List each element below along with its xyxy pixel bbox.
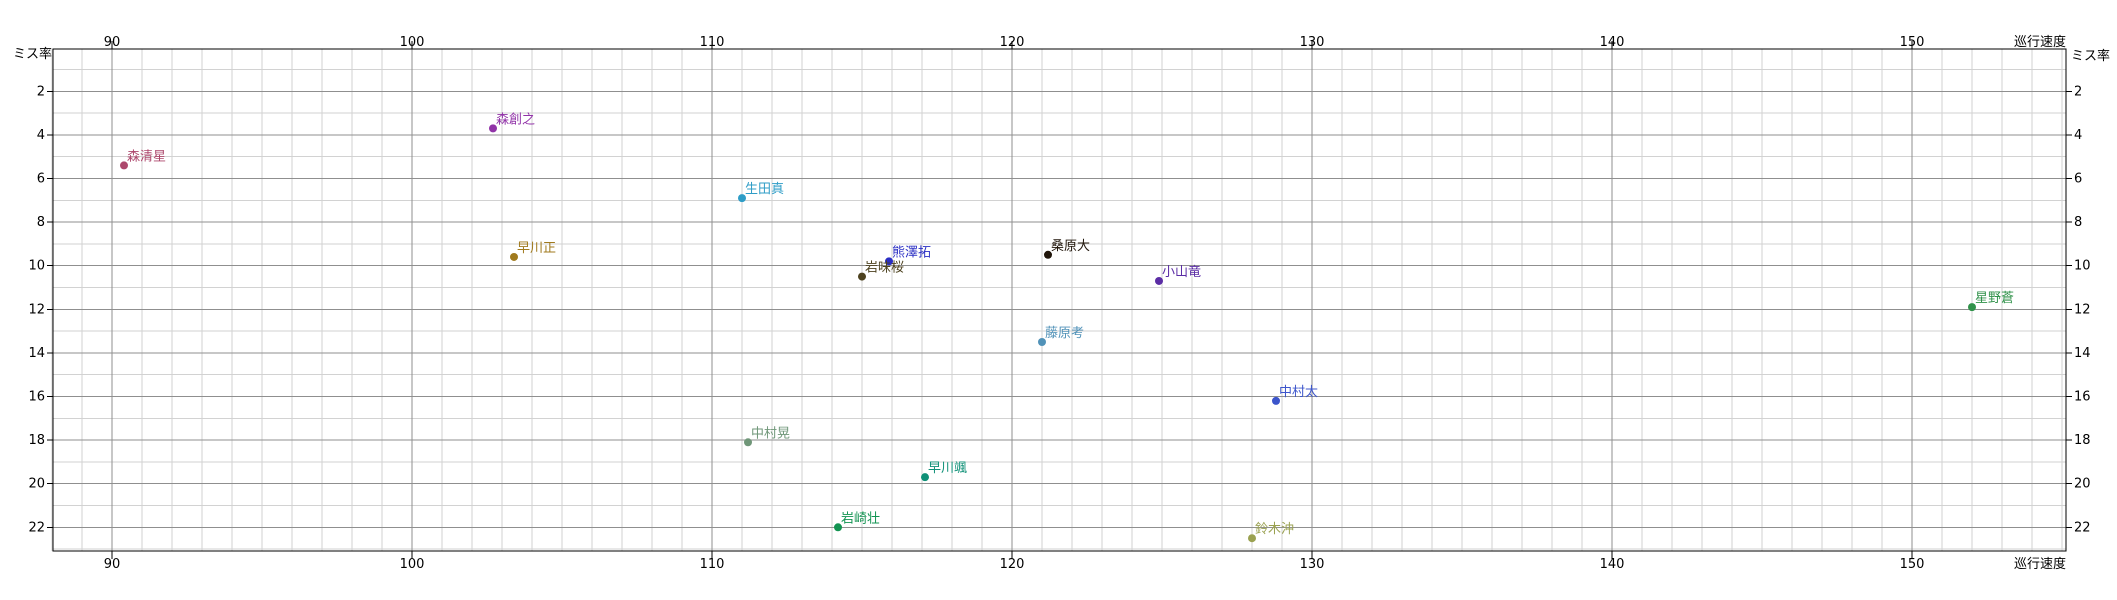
x-tick-label-bottom: 110	[700, 557, 725, 572]
x-axis-title-bottom-right: 巡行速度	[2014, 556, 2066, 572]
y-tick-label-right: 6	[2074, 172, 2082, 187]
y-axis-title-top-left: ミス率	[13, 46, 52, 62]
x-tick-label-top: 90	[104, 35, 121, 50]
y-tick-label-left: 12	[28, 302, 45, 317]
data-point-label: 森清星	[127, 149, 166, 164]
y-tick-label-left: 14	[28, 346, 45, 361]
data-point-marker	[1968, 303, 1976, 312]
y-tick-label-left: 22	[28, 520, 45, 535]
data-point-marker	[1038, 338, 1046, 346]
data-point-label: 中村晃	[751, 426, 790, 441]
data-point-label: 岩味桜	[865, 261, 904, 276]
y-tick-label-right: 12	[2074, 302, 2091, 317]
data-point-label: 小山竜	[1162, 265, 1201, 280]
data-point-label: 中村太	[1279, 385, 1318, 400]
y-tick-label-right: 4	[2074, 128, 2082, 143]
y-tick-label-right: 14	[2074, 346, 2091, 361]
y-tick-label-left: 10	[28, 259, 45, 274]
y-tick-label-left: 6	[37, 172, 45, 187]
data-point-marker	[834, 523, 842, 532]
x-tick-label-top: 150	[1900, 35, 1925, 50]
data-point-label: 生田真	[745, 182, 784, 197]
y-tick-label-right: 8	[2074, 215, 2082, 230]
y-axis-title-top-right: ミス率	[2071, 48, 2110, 64]
x-tick-label-bottom: 100	[400, 557, 425, 572]
x-tick-label-top: 120	[1000, 35, 1025, 50]
y-tick-label-right: 2	[2074, 84, 2082, 99]
data-point-marker	[510, 252, 518, 261]
data-point-label: 藤原考	[1045, 326, 1084, 341]
x-tick-label-top: 130	[1300, 35, 1325, 50]
x-tick-label-top: 140	[1600, 35, 1625, 50]
y-tick-label-left: 4	[37, 128, 45, 143]
x-tick-label-bottom: 90	[104, 557, 121, 572]
data-point-marker	[1248, 534, 1256, 543]
axis-border	[52, 48, 2067, 552]
x-tick-label-bottom: 140	[1600, 557, 1625, 572]
y-tick-label-right: 16	[2074, 390, 2091, 405]
y-tick-label-left: 8	[37, 215, 45, 230]
x-tick-label-bottom: 130	[1300, 557, 1325, 572]
y-tick-label-left: 18	[28, 433, 45, 448]
x-tick-label-top: 110	[700, 35, 725, 50]
data-point-marker	[858, 272, 866, 281]
data-point-label: 森創之	[496, 112, 535, 127]
data-point-label: 熊澤拓	[892, 244, 931, 260]
data-point-marker	[885, 257, 893, 266]
y-tick-label-right: 18	[2074, 433, 2091, 448]
data-point-label: 桑原大	[1051, 239, 1090, 254]
data-point-label: 鈴木沖	[1255, 522, 1294, 537]
x-axis-title-top-right: 巡行速度	[2014, 34, 2066, 50]
x-tick-label-top: 100	[400, 35, 425, 50]
y-tick-label-left: 20	[28, 477, 45, 492]
data-point-label: 早川颯	[928, 461, 967, 476]
y-tick-label-left: 16	[28, 390, 45, 405]
data-point-label: 星野蒼	[1975, 291, 2014, 306]
data-point-marker	[1155, 276, 1163, 285]
data-point-label: 岩崎壮	[841, 511, 880, 526]
data-point-marker	[120, 161, 128, 170]
data-point-marker	[1044, 250, 1052, 259]
y-tick-label-left: 2	[37, 84, 45, 99]
data-point-marker	[1272, 396, 1280, 405]
y-tick-label-right: 22	[2074, 520, 2091, 535]
x-tick-label-bottom: 150	[1900, 557, 1925, 572]
x-tick-label-bottom: 120	[1000, 557, 1025, 572]
data-point-marker	[744, 438, 752, 447]
data-point-marker	[489, 124, 497, 133]
data-point-marker	[738, 194, 746, 203]
y-tick-label-right: 20	[2074, 477, 2091, 492]
y-tick-label-right: 10	[2074, 259, 2091, 274]
data-point-marker	[921, 473, 929, 482]
data-point-label: 早川正	[517, 241, 556, 256]
